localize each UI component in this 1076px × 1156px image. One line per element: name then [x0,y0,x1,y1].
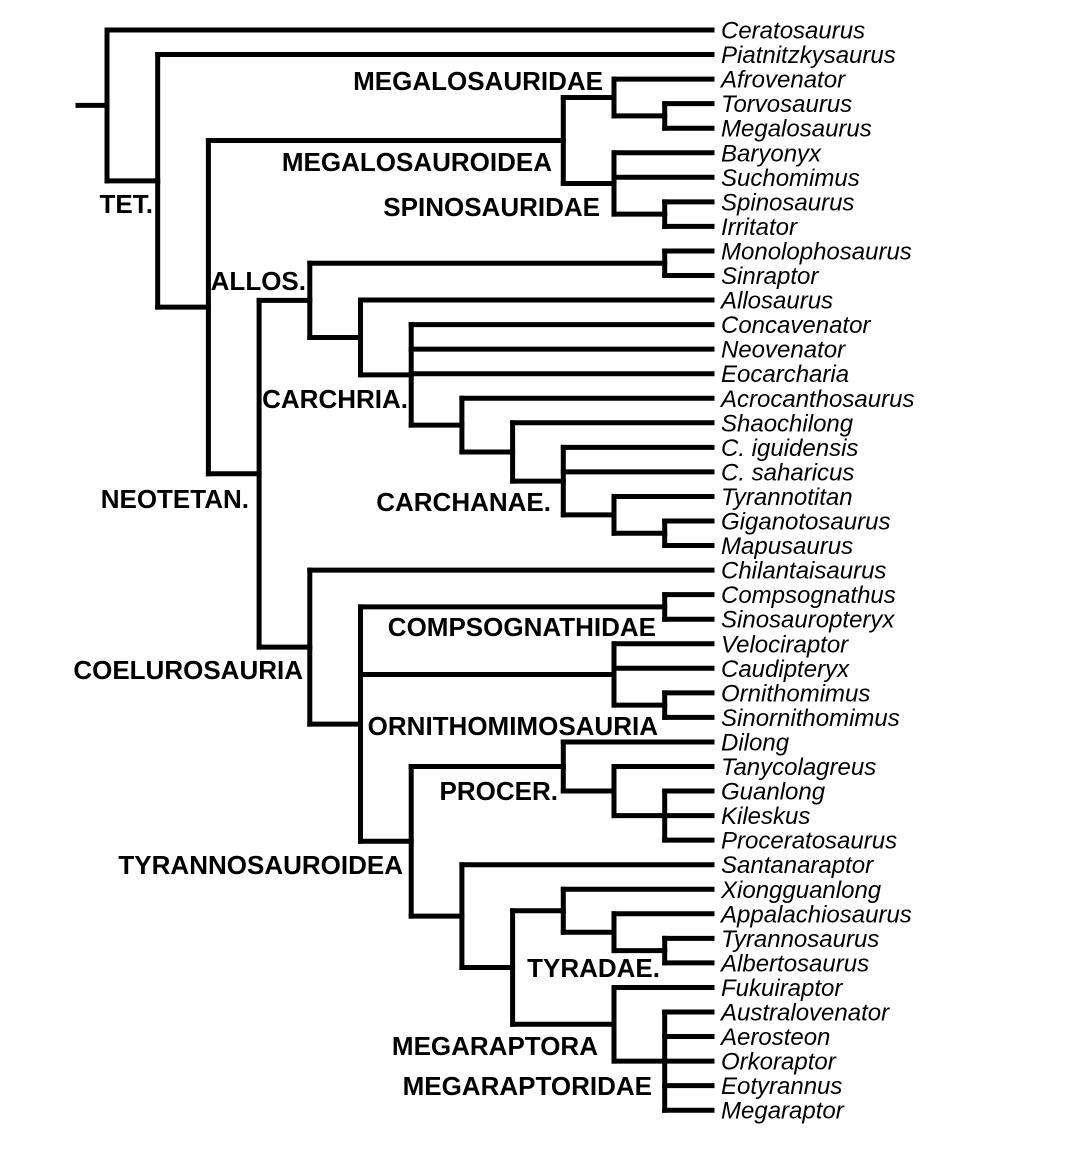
taxon-label: Irritator [721,214,798,241]
clade-label: CARCHRIA. [262,384,408,414]
taxon-label: Xiongguanlong [720,877,882,904]
taxon-label: Tyrannotitan [721,484,853,511]
taxon-label: Megalosaurus [721,116,872,143]
taxon-label: Sinosauropteryx [721,607,895,634]
clade-label: ALLOS. [211,266,306,296]
taxon-label: Giganotosaurus [721,509,890,536]
taxon-label: Megaraptor [721,1098,845,1125]
taxon-label: Sinornithomimus [721,705,900,732]
clade-label: MEGALOSAUROIDEA [282,147,552,177]
clade-label: TYRADAE. [527,953,660,983]
taxon-label: Baryonyx [721,140,822,167]
taxon-label: Neovenator [721,337,846,364]
taxon-label: Shaochilong [721,410,854,437]
taxon-label: Allosaurus [719,288,833,315]
taxon-label: Guanlong [721,779,826,806]
taxon-label: Piatnitzkysaurus [721,42,896,69]
taxon-label: Caudipteryx [721,656,850,683]
taxon-label: Chilantaisaurus [721,558,886,585]
taxon-label: Santanaraptor [721,852,874,879]
taxon-label: Eocarcharia [721,361,849,388]
taxon-label: Fukuiraptor [721,975,843,1002]
taxon-label: Orkoraptor [721,1049,837,1076]
clade-label: SPINOSAURIDAE [383,192,600,222]
taxon-label: Albertosaurus [719,950,869,977]
clade-label: NEOTETAN. [101,484,249,514]
taxon-label: Aerosteon [719,1024,830,1051]
clade-label: ORNITHOMIMOSAURIA [368,711,659,741]
branches [75,27,715,1113]
taxon-label: Suchomimus [721,165,860,192]
clade-label: MEGARAPTORIDAE [403,1071,652,1101]
clade-label: COELUROSAURIA [73,655,303,685]
clade-label: MEGARAPTORA [392,1031,598,1061]
taxon-label: Velociraptor [721,631,849,658]
taxon-label: Tanycolagreus [721,754,876,781]
clade-label: PROCER. [440,776,558,806]
clade-label: TET. [100,189,153,219]
taxa-labels: CeratosaurusPiatnitzkysaurusAfrovenatorT… [719,18,914,1125]
taxon-label: Appalachiosaurus [719,901,912,928]
taxon-label: Monolophosaurus [721,238,912,265]
clade-label: MEGALOSAURIDAE [353,66,603,96]
taxon-label: Ceratosaurus [721,18,865,45]
clade-label: CARCHANAE. [376,487,551,517]
taxon-label: C. iguidensis [721,435,858,462]
taxon-label: Australovenator [719,1000,890,1027]
clade-label: TYRANNOSAUROIDEA [118,850,403,880]
taxon-label: Kileskus [721,803,810,830]
taxon-label: Proceratosaurus [721,828,897,855]
taxon-label: Compsognathus [721,582,896,609]
taxon-label: Dilong [721,729,790,756]
clade-labels: TET. MEGALOSAURIDAE MEGALOSAUROIDEA SPINOSA… [73,66,660,1101]
taxon-label: Eotyrannus [721,1073,842,1100]
taxon-label: Torvosaurus [721,91,852,118]
taxon-label: Spinosaurus [721,189,854,216]
taxon-label: Sinraptor [721,263,819,290]
taxon-label: Tyrannosaurus [721,926,879,953]
taxon-label: Ornithomimus [721,680,870,707]
taxon-label: Concavenator [721,312,871,339]
taxon-label: C. saharicus [721,459,854,486]
taxon-label: Acrocanthosaurus [719,386,914,413]
taxon-label: Afrovenator [719,67,846,94]
clade-label: COMPSOGNATHIDAE [388,612,656,642]
taxon-label: Mapusaurus [721,533,853,560]
